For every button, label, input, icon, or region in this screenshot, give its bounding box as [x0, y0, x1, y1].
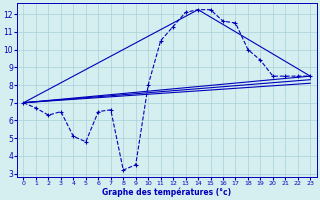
X-axis label: Graphe des températures (°c): Graphe des températures (°c) [102, 187, 231, 197]
